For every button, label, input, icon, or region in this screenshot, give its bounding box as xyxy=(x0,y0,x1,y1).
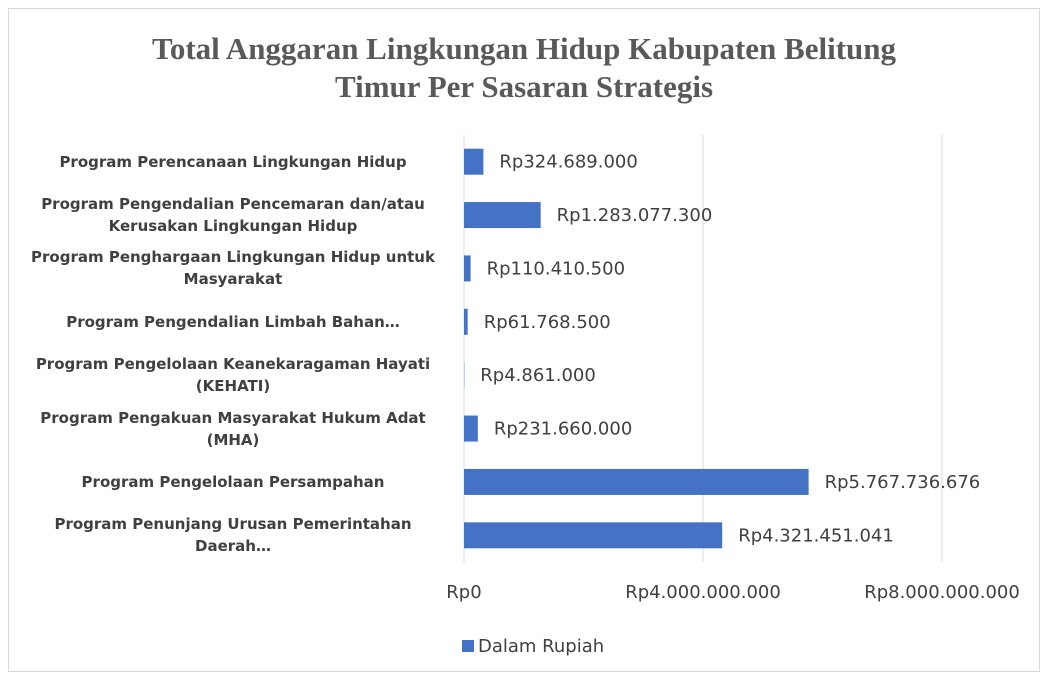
y-tick-label: Program Pengelolaan Persampahan xyxy=(81,472,385,491)
y-tick-label: Program Pengelolaan Keanekaragaman Hayat… xyxy=(35,355,431,396)
chart-title-box: Total Anggaran Lingkungan Hidup Kabupate… xyxy=(0,30,1048,106)
value-label: Rp5.767.736.676 xyxy=(825,472,981,493)
y-tick-label: Program Penghargaan Lingkungan Hidup unt… xyxy=(31,248,435,289)
value-label: Rp4.321.451.041 xyxy=(738,525,894,546)
x-tick-label: Rp8.000.000.000 xyxy=(864,582,1020,603)
y-tick-label: Program Penunjang Urusan Pemerintahan Da… xyxy=(54,515,412,556)
value-label: Rp61.768.500 xyxy=(484,312,611,333)
x-tick-label: Rp4.000.000.000 xyxy=(625,582,781,603)
bar xyxy=(464,202,541,229)
bar xyxy=(464,468,809,495)
bar xyxy=(464,522,723,549)
legend-label: Dalam Rupiah xyxy=(478,636,604,657)
bar xyxy=(464,415,478,442)
bar xyxy=(464,148,484,175)
y-tick-label: Program Pengendalian Limbah Bahan… xyxy=(66,312,400,331)
chart-title: Total Anggaran Lingkungan Hidup Kabupate… xyxy=(152,31,896,104)
y-tick-label: Program Perencanaan Lingkungan Hidup xyxy=(59,152,407,171)
legend-swatch xyxy=(462,640,474,652)
bar xyxy=(464,308,468,335)
chart-border xyxy=(8,8,1040,672)
value-label: Rp324.689.000 xyxy=(499,152,637,173)
x-tick-label: Rp0 xyxy=(446,582,481,603)
y-tick-label: Program Pengakuan Masyarakat Hukum Adat … xyxy=(40,408,426,449)
y-tick-label: Program Pengendalian Pencemaran dan/atau… xyxy=(41,195,425,236)
value-label: Rp110.410.500 xyxy=(487,258,625,279)
bar xyxy=(464,255,471,282)
value-label: Rp231.660.000 xyxy=(494,419,632,440)
value-label: Rp4.861.000 xyxy=(480,365,596,386)
value-label: Rp1.283.077.300 xyxy=(557,205,713,226)
